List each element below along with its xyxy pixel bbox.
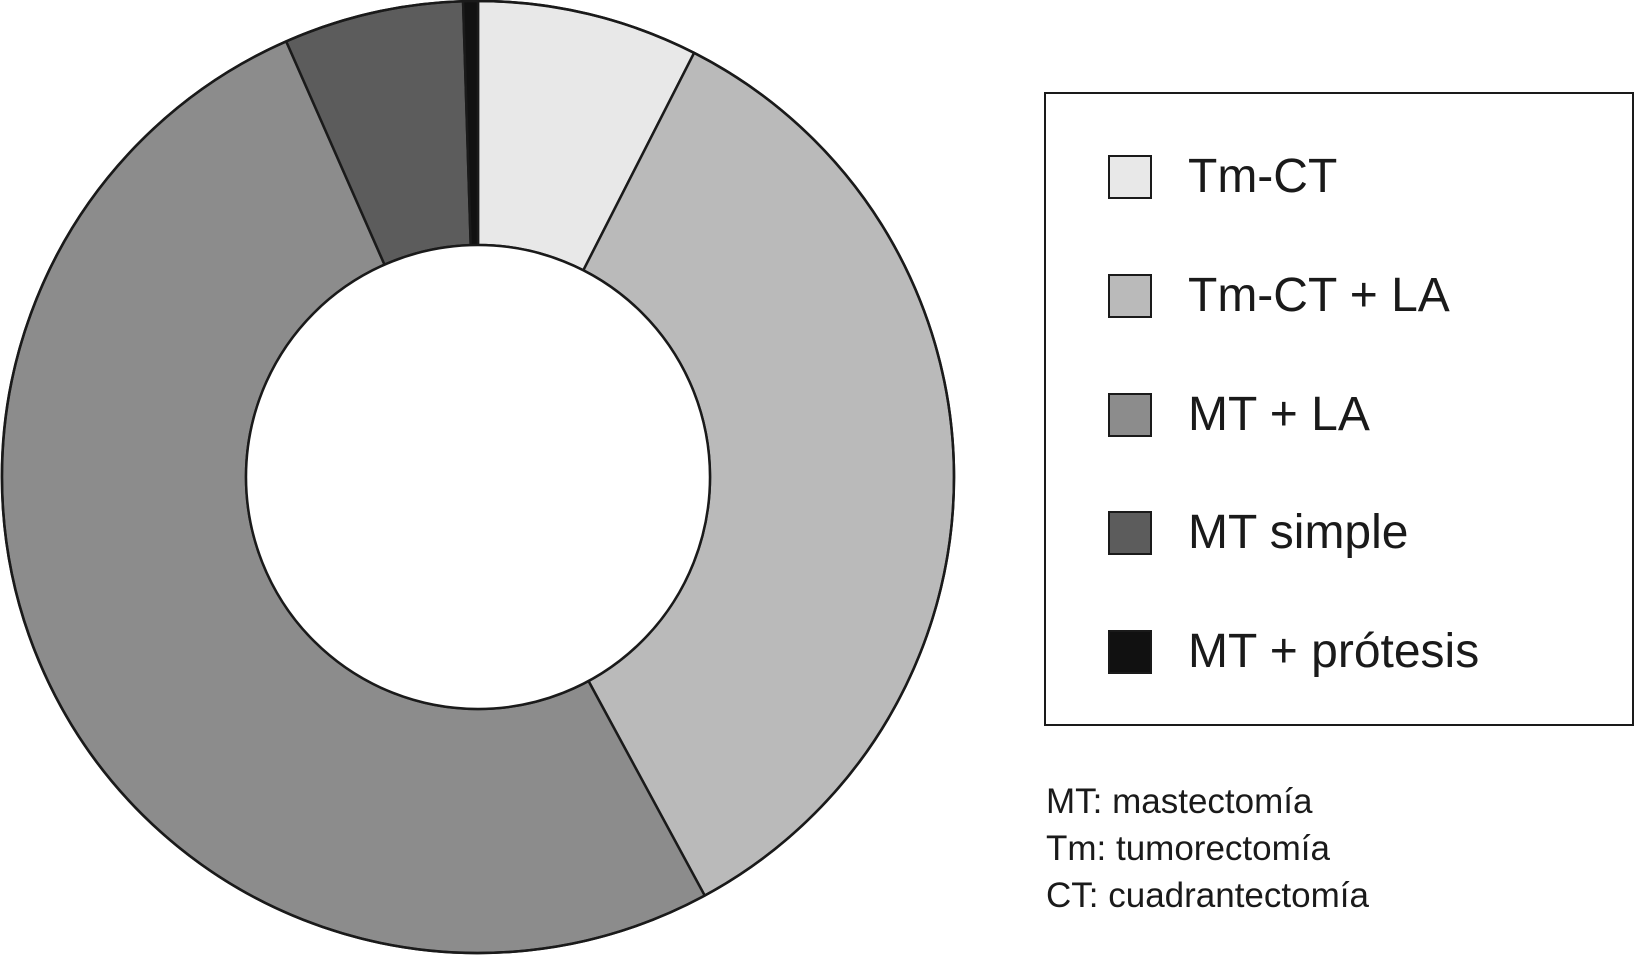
- legend-item-tm-ct: Tm-CT: [1108, 151, 1337, 203]
- legend-item-tm-ct-la: Tm-CT + LA: [1108, 270, 1450, 322]
- legend-item-mt-protesis: MT + prótesis: [1108, 626, 1479, 678]
- chart-legend: Tm-CT Tm-CT + LA MT + LA MT simple MT + …: [1044, 92, 1634, 726]
- legend-label: MT + LA: [1188, 388, 1370, 441]
- donut-slices: [0, 0, 956, 955]
- legend-item-mt-la: MT + LA: [1108, 389, 1370, 441]
- note-mt: MT: mastectomía: [1046, 782, 1313, 821]
- note-tm: Tm: tumorectomía: [1046, 829, 1330, 868]
- legend-label: MT + prótesis: [1188, 625, 1480, 678]
- legend-swatch: [1108, 393, 1152, 437]
- donut-outer-ring: [0, 0, 956, 955]
- legend-label: Tm-CT: [1188, 150, 1338, 203]
- legend-label: Tm-CT + LA: [1188, 269, 1450, 322]
- donut-hole: [244, 243, 712, 711]
- note-ct: CT: cuadrantectomía: [1046, 876, 1369, 915]
- legend-swatch: [1108, 511, 1152, 555]
- abbreviation-notes: MT: mastectomía Tm: tumorectomía CT: cua…: [1046, 778, 1369, 919]
- legend-swatch: [1108, 630, 1152, 674]
- legend-swatch: [1108, 274, 1152, 318]
- legend-label: MT simple: [1188, 506, 1409, 559]
- legend-item-mt-simple: MT simple: [1108, 507, 1408, 559]
- legend-swatch: [1108, 155, 1152, 199]
